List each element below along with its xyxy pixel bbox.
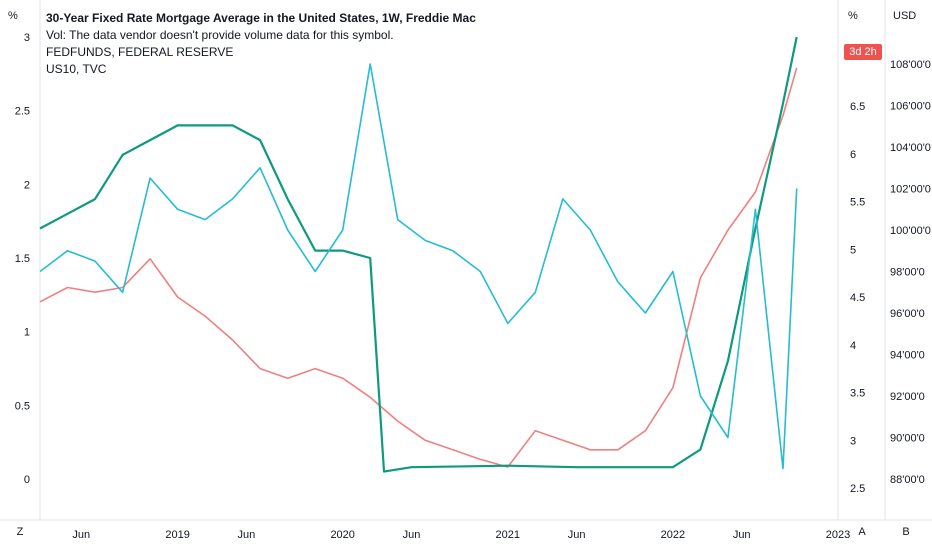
y-usd-tick-label: 108'00'0: [890, 59, 931, 71]
y-right-tick-label: 3.5: [850, 388, 865, 400]
y-usd-tick-label: 94'00'0: [890, 350, 925, 362]
x-tick-label: Jun: [72, 529, 90, 541]
y-left-tick-label: 1.5: [15, 253, 30, 265]
x-tick-label: Jun: [568, 529, 586, 541]
x-tick-label: Jun: [733, 529, 751, 541]
y-usd-tick-label: 102'00'0: [890, 184, 931, 196]
x-tick-label: 2019: [165, 529, 189, 541]
x-axis: Jun 2019 Jun 2020 Jun 2021 Jun 2022 Jun 2023: [72, 529, 850, 541]
y-axis-left: 0 0.5 1 1.5 2 2.5 3: [15, 32, 30, 486]
y-right-tick-label: 4.5: [850, 292, 865, 304]
y-right-tick-label: 5: [850, 244, 856, 256]
x-tick-label: 2020: [330, 529, 354, 541]
fedfunds-line: [39, 36, 798, 473]
y-usd-tick-label: 90'00'0: [890, 433, 925, 445]
x-tick-label: 2021: [496, 529, 520, 541]
y-left-tick-label: 2: [24, 179, 30, 191]
y-left-tick-label: 0: [24, 474, 30, 486]
y-right-tick-label: 6.5: [850, 101, 865, 113]
x-tick-label: 2022: [661, 529, 685, 541]
y-left-tick-label: 2.5: [15, 106, 30, 118]
y-right-tick-label: 4: [850, 340, 856, 352]
legend-volume-note: Vol: The data vendor doesn't provide vol…: [46, 28, 394, 42]
y-axis-usd: 88'00'0 90'00'0 92'00'0 94'00'0 96'00'0 98'00…: [890, 59, 931, 486]
x-tick-label: Jun: [238, 529, 256, 541]
right-axis-unit: %: [848, 10, 858, 22]
y-usd-tick-label: 100'00'0: [890, 225, 931, 237]
y-right-tick-label: 3: [850, 435, 856, 447]
usd-axis-unit: USD: [893, 10, 917, 22]
y-usd-tick-label: 106'00'0: [890, 101, 931, 113]
us10-line: [39, 63, 798, 470]
legend-fedfunds[interactable]: FEDFUNDS, FEDERAL RESERVE: [46, 45, 234, 59]
x-tick-label: 2023: [826, 529, 850, 541]
y-usd-tick-label: 96'00'0: [890, 308, 925, 320]
chart-legend: 30-Year Fixed Rate Mortgage Average in t…: [46, 10, 476, 78]
y-usd-tick-label: 92'00'0: [890, 391, 925, 403]
y-left-tick-label: 1: [24, 327, 30, 339]
y-usd-tick-label: 88'00'0: [890, 474, 925, 486]
left-axis-unit: %: [8, 10, 18, 22]
zoom-button[interactable]: Z: [16, 526, 24, 538]
bottom-button[interactable]: B: [902, 526, 910, 538]
y-usd-tick-label: 104'00'0: [890, 142, 931, 154]
y-right-tick-label: 5.5: [850, 197, 865, 209]
plot-series: [39, 36, 798, 473]
y-right-tick-label: 6: [850, 149, 856, 161]
y-left-tick-label: 3: [24, 32, 30, 44]
legend-us10[interactable]: US10, TVC: [46, 62, 107, 76]
mortgage-rate-line: [39, 67, 798, 468]
y-axis-right: 2.5 3 3.5 4 4.5 5 5.5 6 6.5: [850, 101, 865, 495]
countdown-badge: 3d 2h: [844, 44, 882, 60]
x-tick-label: Jun: [403, 529, 421, 541]
auto-scale-button[interactable]: A: [858, 526, 866, 538]
y-left-tick-label: 0.5: [15, 400, 30, 412]
legend-title[interactable]: 30-Year Fixed Rate Mortgage Average in t…: [46, 11, 476, 25]
y-right-tick-label: 2.5: [850, 483, 865, 495]
y-usd-tick-label: 98'00'0: [890, 267, 925, 279]
